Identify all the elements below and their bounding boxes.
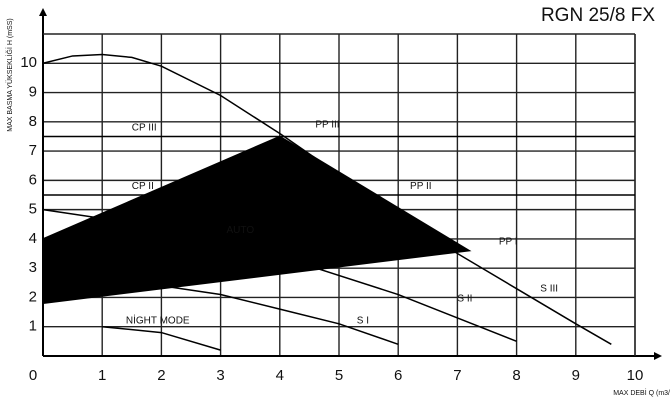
annotation: S III bbox=[540, 283, 558, 294]
annotation: NİGHT MODE bbox=[126, 314, 190, 327]
annotation: PP I bbox=[499, 236, 518, 247]
x-tick-label: 8 bbox=[512, 367, 520, 384]
annotation: PP II bbox=[410, 181, 432, 192]
x-tick-label: 3 bbox=[216, 367, 224, 384]
annotation: PP III bbox=[315, 119, 339, 130]
x-tick-label: 6 bbox=[394, 367, 402, 384]
arrow bbox=[39, 8, 47, 16]
x-tick-label: 9 bbox=[572, 367, 580, 384]
x-tick-label: 4 bbox=[276, 367, 284, 384]
x-tick-label: 0 bbox=[29, 367, 37, 384]
arrow bbox=[654, 352, 662, 360]
y-tick-label: 6 bbox=[29, 171, 37, 188]
x-tick-label: 1 bbox=[98, 367, 106, 384]
annotation: S I bbox=[357, 316, 369, 327]
y-tick-label: 2 bbox=[29, 288, 37, 305]
annotation: CP III bbox=[132, 122, 157, 133]
y-tick-label: 8 bbox=[29, 113, 37, 130]
x-tick-label: 10 bbox=[627, 367, 644, 384]
x-tick-label: 2 bbox=[157, 367, 165, 384]
area bbox=[42, 135, 472, 305]
y-tick-label: 3 bbox=[29, 259, 37, 276]
x-tick-label: 5 bbox=[335, 367, 343, 384]
chart-title: RGN 25/8 FX bbox=[541, 5, 655, 26]
curve bbox=[42, 276, 399, 345]
curve bbox=[42, 53, 612, 345]
y-tick-label: 1 bbox=[29, 318, 37, 335]
annotation: S II bbox=[457, 294, 472, 305]
x-tick-label: 7 bbox=[453, 367, 461, 384]
annotation: CP II bbox=[132, 181, 154, 192]
curve bbox=[42, 208, 517, 343]
y-tick-label: 4 bbox=[29, 230, 37, 247]
y-tick-label: 9 bbox=[29, 84, 37, 101]
x-axis-label: MAX DEBİ Q (m3/ bbox=[613, 388, 670, 397]
curve bbox=[102, 325, 221, 351]
y-tick-label: 7 bbox=[29, 142, 37, 159]
y-axis-label: MAX BASMA YÜKSEKLİĞİ H (mSS) bbox=[5, 18, 14, 131]
y-tick-label: 5 bbox=[29, 201, 37, 218]
y-tick-label: 10 bbox=[20, 54, 37, 71]
annotation: AUTO bbox=[227, 225, 255, 236]
